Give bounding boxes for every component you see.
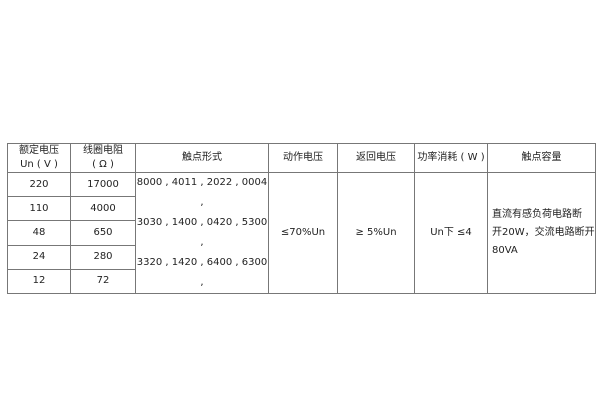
resistance-cell: 280 (70, 244, 136, 270)
resistance-cell: 650 (70, 220, 136, 246)
voltage-cell: 220 (7, 171, 71, 198)
release-voltage-cell: ≥ 5%Un (337, 172, 415, 294)
relay-spec-table: 额定电压 Un ( V ) 线圈电阻 ( Ω ) 触点形式 动作电压 返回电压 功率… (7, 143, 596, 295)
header-rated-voltage: 额定电压 Un ( V ) (7, 143, 71, 173)
header-text: 额定电压 (19, 145, 59, 156)
contact-form-cell: 8000 , 4011 , 2022 , 0004 , 3030 , 1400 … (135, 172, 269, 294)
resistance-cell: 17000 (70, 171, 136, 198)
voltage-cell: 48 (7, 220, 71, 246)
table-row: 24 280 (7, 244, 596, 270)
resistance-cell: 4000 (70, 196, 136, 222)
contact-form-line: 8000 , 4011 , 2022 , 0004 , (136, 177, 268, 208)
header-coil-resistance: 线圈电阻 ( Ω ) (70, 143, 136, 173)
table-row: 12 72 (7, 268, 596, 295)
contact-form-line: 3320 , 1420 , 6400 , 6300 , (136, 257, 268, 288)
contact-capacity-line: 直流有感负荷电路断 (492, 209, 582, 220)
power-consumption-cell: Un下 ≤4 (414, 172, 488, 294)
operate-voltage-cell: ≤70%Un (268, 172, 338, 294)
header-power-consumption: 功率消耗 ( W ) (414, 143, 488, 173)
contact-capacity-cell: 直流有感负荷电路断 开20W，交流电路断开 80VA (487, 172, 596, 294)
header-contact-form: 触点形式 (135, 143, 269, 173)
voltage-cell: 24 (7, 244, 71, 270)
resistance-cell: 72 (70, 268, 136, 295)
header-operate-voltage: 动作电压 (268, 143, 338, 173)
contact-capacity-line: 80VA (492, 245, 518, 256)
table-row: 220 17000 8000 , 4011 , 2022 , 0004 , 30… (7, 171, 596, 294)
header-release-voltage: 返回电压 (337, 143, 415, 173)
voltage-cell: 110 (7, 196, 71, 222)
header-row: 额定电压 Un ( V ) 线圈电阻 ( Ω ) 触点形式 动作电压 返回电压 功率… (7, 143, 596, 173)
contact-form-line: 3030 , 1400 , 0420 , 5300 , (136, 217, 268, 248)
header-unit: Un ( V ) (20, 159, 58, 170)
header-contact-capacity: 触点容量 (487, 143, 596, 173)
contact-capacity-line: 开20W，交流电路断开 (492, 227, 595, 238)
voltage-cell: 12 (7, 268, 71, 295)
header-text: 线圈电阻 (83, 145, 123, 156)
header-unit: ( Ω ) (92, 159, 114, 170)
